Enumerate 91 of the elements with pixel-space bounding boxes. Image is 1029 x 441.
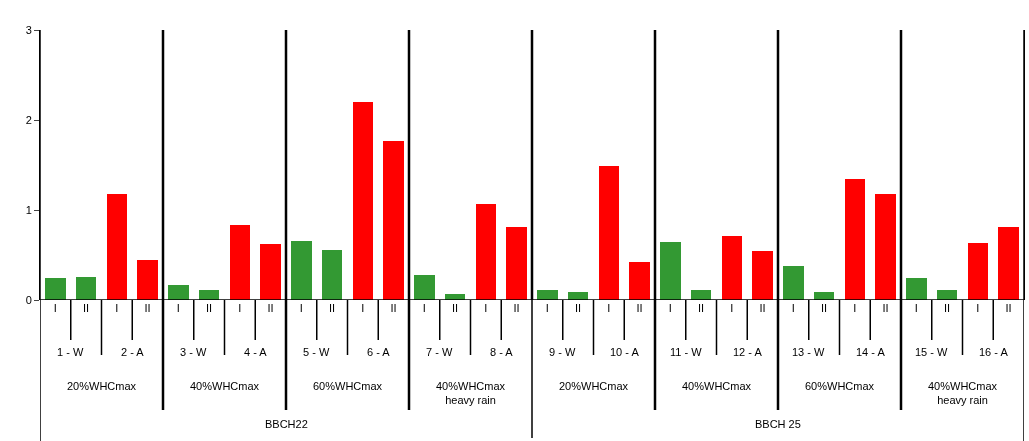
text: 40%WHCmax: [682, 380, 752, 392]
bar: [752, 251, 773, 300]
bar: [322, 250, 342, 300]
x-tick-label: I: [299, 302, 303, 314]
text: 12 - A: [733, 346, 763, 358]
x-tick-label: II: [759, 302, 766, 314]
text: 2 - A: [121, 346, 145, 358]
text: 1 - W: [57, 346, 84, 358]
bar: [599, 166, 619, 300]
bar: [383, 141, 404, 300]
text: 3 - W: [180, 346, 207, 358]
text: BBCH22: [265, 418, 308, 430]
x-tick-label: I: [607, 302, 611, 314]
y-tick-label: 1: [25, 203, 32, 216]
x-tick-label: I: [976, 302, 980, 314]
text: 10 - A: [610, 346, 640, 358]
text: 11 - W: [670, 346, 703, 358]
text: 20%WHCmax: [559, 380, 629, 392]
y-tick-label: 0: [25, 293, 32, 306]
text: 4 - A: [244, 346, 268, 358]
bar: [291, 241, 312, 300]
bar: [353, 102, 373, 300]
text: BBCH 25: [755, 418, 801, 430]
x-tick-label: I: [668, 302, 672, 314]
bar: [722, 236, 742, 300]
x-tick-label: I: [484, 302, 488, 314]
x-tick-label: I: [115, 302, 119, 314]
x-tick-label: I: [791, 302, 795, 314]
text: 60%WHCmax: [313, 380, 383, 392]
text: 8 - A: [490, 346, 514, 358]
bar: [45, 278, 66, 300]
text: 40%WHCmax heavy rain: [436, 380, 506, 407]
bar: [906, 278, 927, 300]
bar: [783, 266, 804, 300]
bar: [629, 262, 650, 300]
x-tick-label: I: [361, 302, 365, 314]
y-tick-label: 3: [25, 23, 32, 36]
x-tick-label: I: [53, 302, 57, 314]
x-tick-label: II: [636, 302, 643, 314]
x-tick-label: II: [452, 302, 459, 314]
bar: [691, 290, 711, 300]
bar: [107, 194, 127, 300]
bar: [168, 285, 189, 300]
bar: [937, 290, 957, 300]
x-tick-label: I: [238, 302, 242, 314]
bar: [537, 290, 558, 300]
x-tick-label: II: [83, 302, 90, 314]
text: 7 - W: [426, 346, 453, 358]
bar: [476, 204, 496, 300]
bar: [414, 275, 435, 300]
x-tick-label: I: [853, 302, 857, 314]
bar: [875, 194, 896, 300]
x-tick-label: I: [914, 302, 918, 314]
bar: [260, 244, 281, 300]
bar: [506, 227, 527, 300]
x-tick-label: II: [267, 302, 274, 314]
x-tick-label: II: [144, 302, 151, 314]
x-tick-label: II: [698, 302, 705, 314]
bar: [137, 260, 158, 300]
x-tick-label: II: [944, 302, 951, 314]
text: 14 - A: [856, 346, 886, 358]
bar: [998, 227, 1019, 300]
x-tick-label: II: [329, 302, 336, 314]
bar: [845, 179, 865, 300]
y-tick-label: 2: [25, 113, 32, 126]
text: 16 - A: [979, 346, 1009, 358]
x-tick-label: I: [730, 302, 734, 314]
x-tick-label: II: [206, 302, 213, 314]
x-tick-label: II: [1005, 302, 1012, 314]
x-tick-label: I: [176, 302, 180, 314]
x-tick-label: II: [513, 302, 520, 314]
bar: [660, 242, 681, 300]
bar: [76, 277, 96, 300]
text: 15 - W: [915, 346, 949, 358]
bar: [199, 290, 219, 300]
text: 6 - A: [367, 346, 391, 358]
text: 9 - W: [549, 346, 576, 358]
text: 60%WHCmax: [805, 380, 875, 392]
text: 40%WHCmax: [190, 380, 260, 392]
text: 40%WHCmax heavy rain: [928, 380, 998, 407]
text: 20%WHCmax: [67, 380, 137, 392]
text: 13 - W: [792, 346, 826, 358]
x-tick-label: II: [575, 302, 582, 314]
text: 5 - W: [303, 346, 330, 358]
x-tick-label: II: [821, 302, 828, 314]
x-tick-label: I: [545, 302, 549, 314]
x-tick-label: II: [390, 302, 397, 314]
bar: [968, 243, 988, 300]
bar: [230, 225, 250, 300]
x-tick-label: I: [422, 302, 426, 314]
x-tick-label: II: [882, 302, 889, 314]
